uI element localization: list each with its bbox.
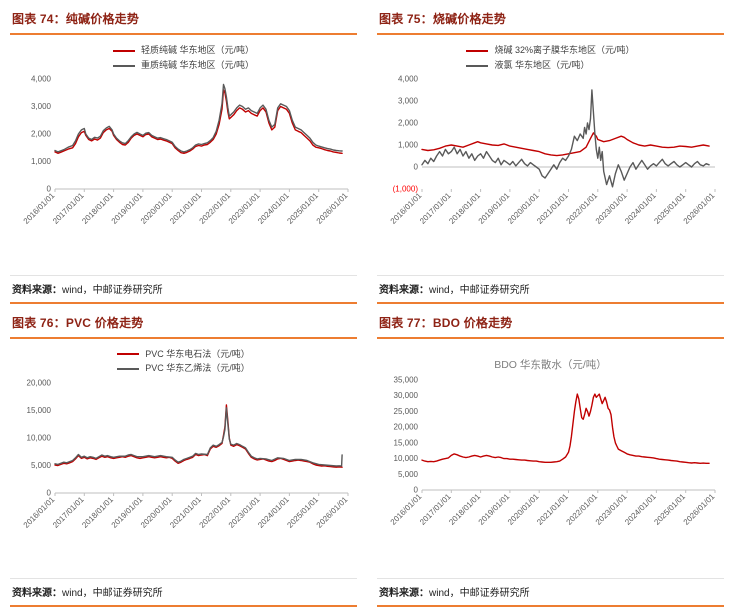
chart-legend: 烧碱 32%离子膜华东地区（元/吨） 液氯 华东地区（元/吨） xyxy=(466,45,635,72)
svg-text:10,000: 10,000 xyxy=(27,433,52,442)
source-label: 资料来源： xyxy=(379,284,429,296)
svg-text:10,000: 10,000 xyxy=(394,454,419,463)
legend-line-gray-icon xyxy=(466,64,489,67)
svg-text:1,000: 1,000 xyxy=(31,157,52,166)
svg-text:2,000: 2,000 xyxy=(31,130,52,139)
legend-item: 液氯 华东地区（元/吨） xyxy=(466,59,590,72)
legend-label: 重质纯碱 华东地区（元/吨） xyxy=(140,59,254,70)
legend-item: PVC 华东乙烯法（元/吨） xyxy=(117,363,250,375)
svg-text:0: 0 xyxy=(47,488,52,497)
svg-text:15,000: 15,000 xyxy=(394,438,419,447)
legend-line-red-icon xyxy=(112,49,135,52)
chart-legend: PVC 华东电石法（元/吨） PVC 华东乙烯法（元/吨） xyxy=(117,349,250,375)
panel-caustic-soda: 图表 75：烧碱价格走势 烧碱 32%离子膜华东地区（元/吨） 液氯 华东地区（… xyxy=(367,0,734,304)
svg-text:15,000: 15,000 xyxy=(27,406,52,415)
legend-label: PVC 华东乙烯法（元/吨） xyxy=(145,363,250,374)
figure-title-74: 图表 74：纯碱价格走势 xyxy=(10,6,357,35)
legend-label: 液氯 华东地区（元/吨） xyxy=(494,59,590,70)
source-text: wind，中邮证券研究所 xyxy=(62,284,163,296)
svg-text:3,000: 3,000 xyxy=(31,102,52,111)
legend-item: 烧碱 32%离子膜华东地区（元/吨） xyxy=(466,45,635,57)
source-footer: 资料来源：wind，中邮证券研究所 xyxy=(10,578,357,607)
legend-line-gray-icon xyxy=(117,368,140,371)
legend-item: 重质纯碱 华东地区（元/吨） xyxy=(112,59,254,72)
svg-text:1,000: 1,000 xyxy=(398,141,419,150)
legend-line-red-icon xyxy=(466,49,489,52)
svg-text:(1,000): (1,000) xyxy=(393,185,419,194)
figure-title-77: 图表 77：BDO 价格走势 xyxy=(377,310,724,339)
source-text: wind，中邮证券研究所 xyxy=(429,284,530,296)
svg-text:2026/01/01: 2026/01/01 xyxy=(682,491,717,526)
legend-line-red-icon xyxy=(117,353,140,356)
svg-text:0: 0 xyxy=(414,485,419,494)
source-label: 资料来源： xyxy=(12,284,62,296)
soda-ash-price-chart: 01,0002,0003,0004,0002016/01/012017/01/0… xyxy=(22,75,350,226)
source-label: 资料来源： xyxy=(379,588,429,599)
panel-bdo: 图表 77：BDO 价格走势 BDO 华东散水（元/吨） 0 5,000 10,00… xyxy=(367,304,734,607)
svg-text:2026/01/01: 2026/01/01 xyxy=(315,191,350,226)
legend-label: 烧碱 32%离子膜华东地区（元/吨） xyxy=(494,45,635,55)
source-footer: 资料来源：wind，中邮证券研究所 xyxy=(377,274,724,304)
svg-text:35,000: 35,000 xyxy=(394,375,419,384)
source-text: wind，中邮证券研究所 xyxy=(62,588,163,599)
source-label: 资料来源： xyxy=(12,588,62,599)
svg-text:0: 0 xyxy=(47,185,52,194)
caustic-soda-price-chart: (1,000)01,0002,0003,0004,0002016/01/0120… xyxy=(389,75,717,226)
svg-text:5,000: 5,000 xyxy=(398,469,419,478)
legend-item: 轻质纯碱 华东地区（元/吨） xyxy=(112,45,254,57)
svg-text:2,000: 2,000 xyxy=(398,119,419,128)
svg-text:25,000: 25,000 xyxy=(394,406,419,415)
svg-text:2026/01/01: 2026/01/01 xyxy=(682,191,717,226)
bdo-price-chart: 0 5,000 10,000 15,000 20,000 25,000 30,000 35,0… xyxy=(389,375,717,526)
source-text: wind，中邮证券研究所 xyxy=(429,588,530,599)
svg-text:4,000: 4,000 xyxy=(31,75,52,84)
bdo-chart-title: BDO 华东散水（元/吨） xyxy=(494,358,607,371)
svg-text:4,000: 4,000 xyxy=(398,75,419,84)
figure-title-76: 图表 76：PVC 价格走势 xyxy=(10,310,357,339)
svg-text:20,000: 20,000 xyxy=(394,422,419,431)
source-footer: 资料来源：wind，中邮证券研究所 xyxy=(377,578,724,607)
svg-text:0: 0 xyxy=(414,163,419,172)
source-footer: 资料来源：wind，中邮证券研究所 xyxy=(10,274,357,304)
legend-label: PVC 华东电石法（元/吨） xyxy=(145,348,250,359)
legend-line-gray-icon xyxy=(112,64,135,67)
panel-soda-ash: 图表 74：纯碱价格走势 轻质纯碱 华东地区（元/吨） 重质纯碱 华东地区（元/… xyxy=(0,0,367,304)
svg-text:20,000: 20,000 xyxy=(27,378,52,387)
svg-text:3,000: 3,000 xyxy=(398,97,419,106)
svg-text:2026/01/01: 2026/01/01 xyxy=(315,495,350,530)
figure-title-75: 图表 75：烧碱价格走势 xyxy=(377,6,724,35)
svg-text:30,000: 30,000 xyxy=(394,391,419,400)
legend-label: 轻质纯碱 华东地区（元/吨） xyxy=(140,45,254,55)
chart-legend: 轻质纯碱 华东地区（元/吨） 重质纯碱 华东地区（元/吨） xyxy=(112,45,254,72)
legend-item: PVC 华东电石法（元/吨） xyxy=(117,349,250,361)
svg-text:5,000: 5,000 xyxy=(31,461,52,470)
panel-pvc: 图表 76：PVC 价格走势 PVC 华东电石法（元/吨） PVC 华东乙烯法（… xyxy=(0,304,367,607)
pvc-price-chart: 05,00010,00015,00020,0002016/01/012017/0… xyxy=(22,378,350,530)
